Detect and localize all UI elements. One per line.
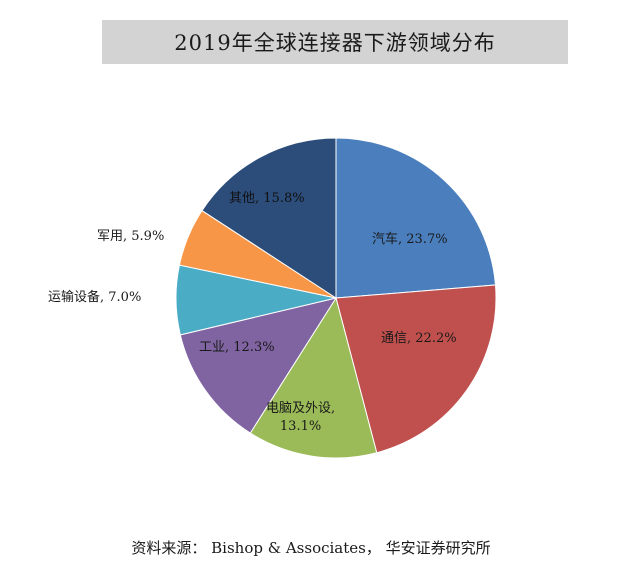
chart-title: 2019年全球连接器下游领域分布 [174,31,496,55]
pie-slice-2 [249,296,378,459]
label-telecom: 通信, 22.2% [381,331,457,346]
pie-slice-0 [335,137,497,299]
pie-slice-6 [201,137,337,299]
label-computer: 电脑及外设, 13.1% [266,400,335,436]
label-computer-value: 13.1% [279,419,322,434]
label-industrial: 工业, 12.3% [199,340,275,355]
source-note: 资料来源： Bishop & Associates， 华安证券研究所 [131,539,491,557]
pie-slice-3 [179,297,338,434]
chart-title-bar: 2019年全球连接器下游领域分布 [102,20,568,64]
label-transport: 运输设备, 7.0% [48,290,142,305]
label-computer-name: 电脑及外设, [266,401,336,416]
label-other: 其他, 15.8% [229,191,305,206]
label-military: 军用, 5.9% [97,229,165,244]
label-auto: 汽车, 23.7% [372,232,448,247]
pie-slice-1 [335,284,497,454]
